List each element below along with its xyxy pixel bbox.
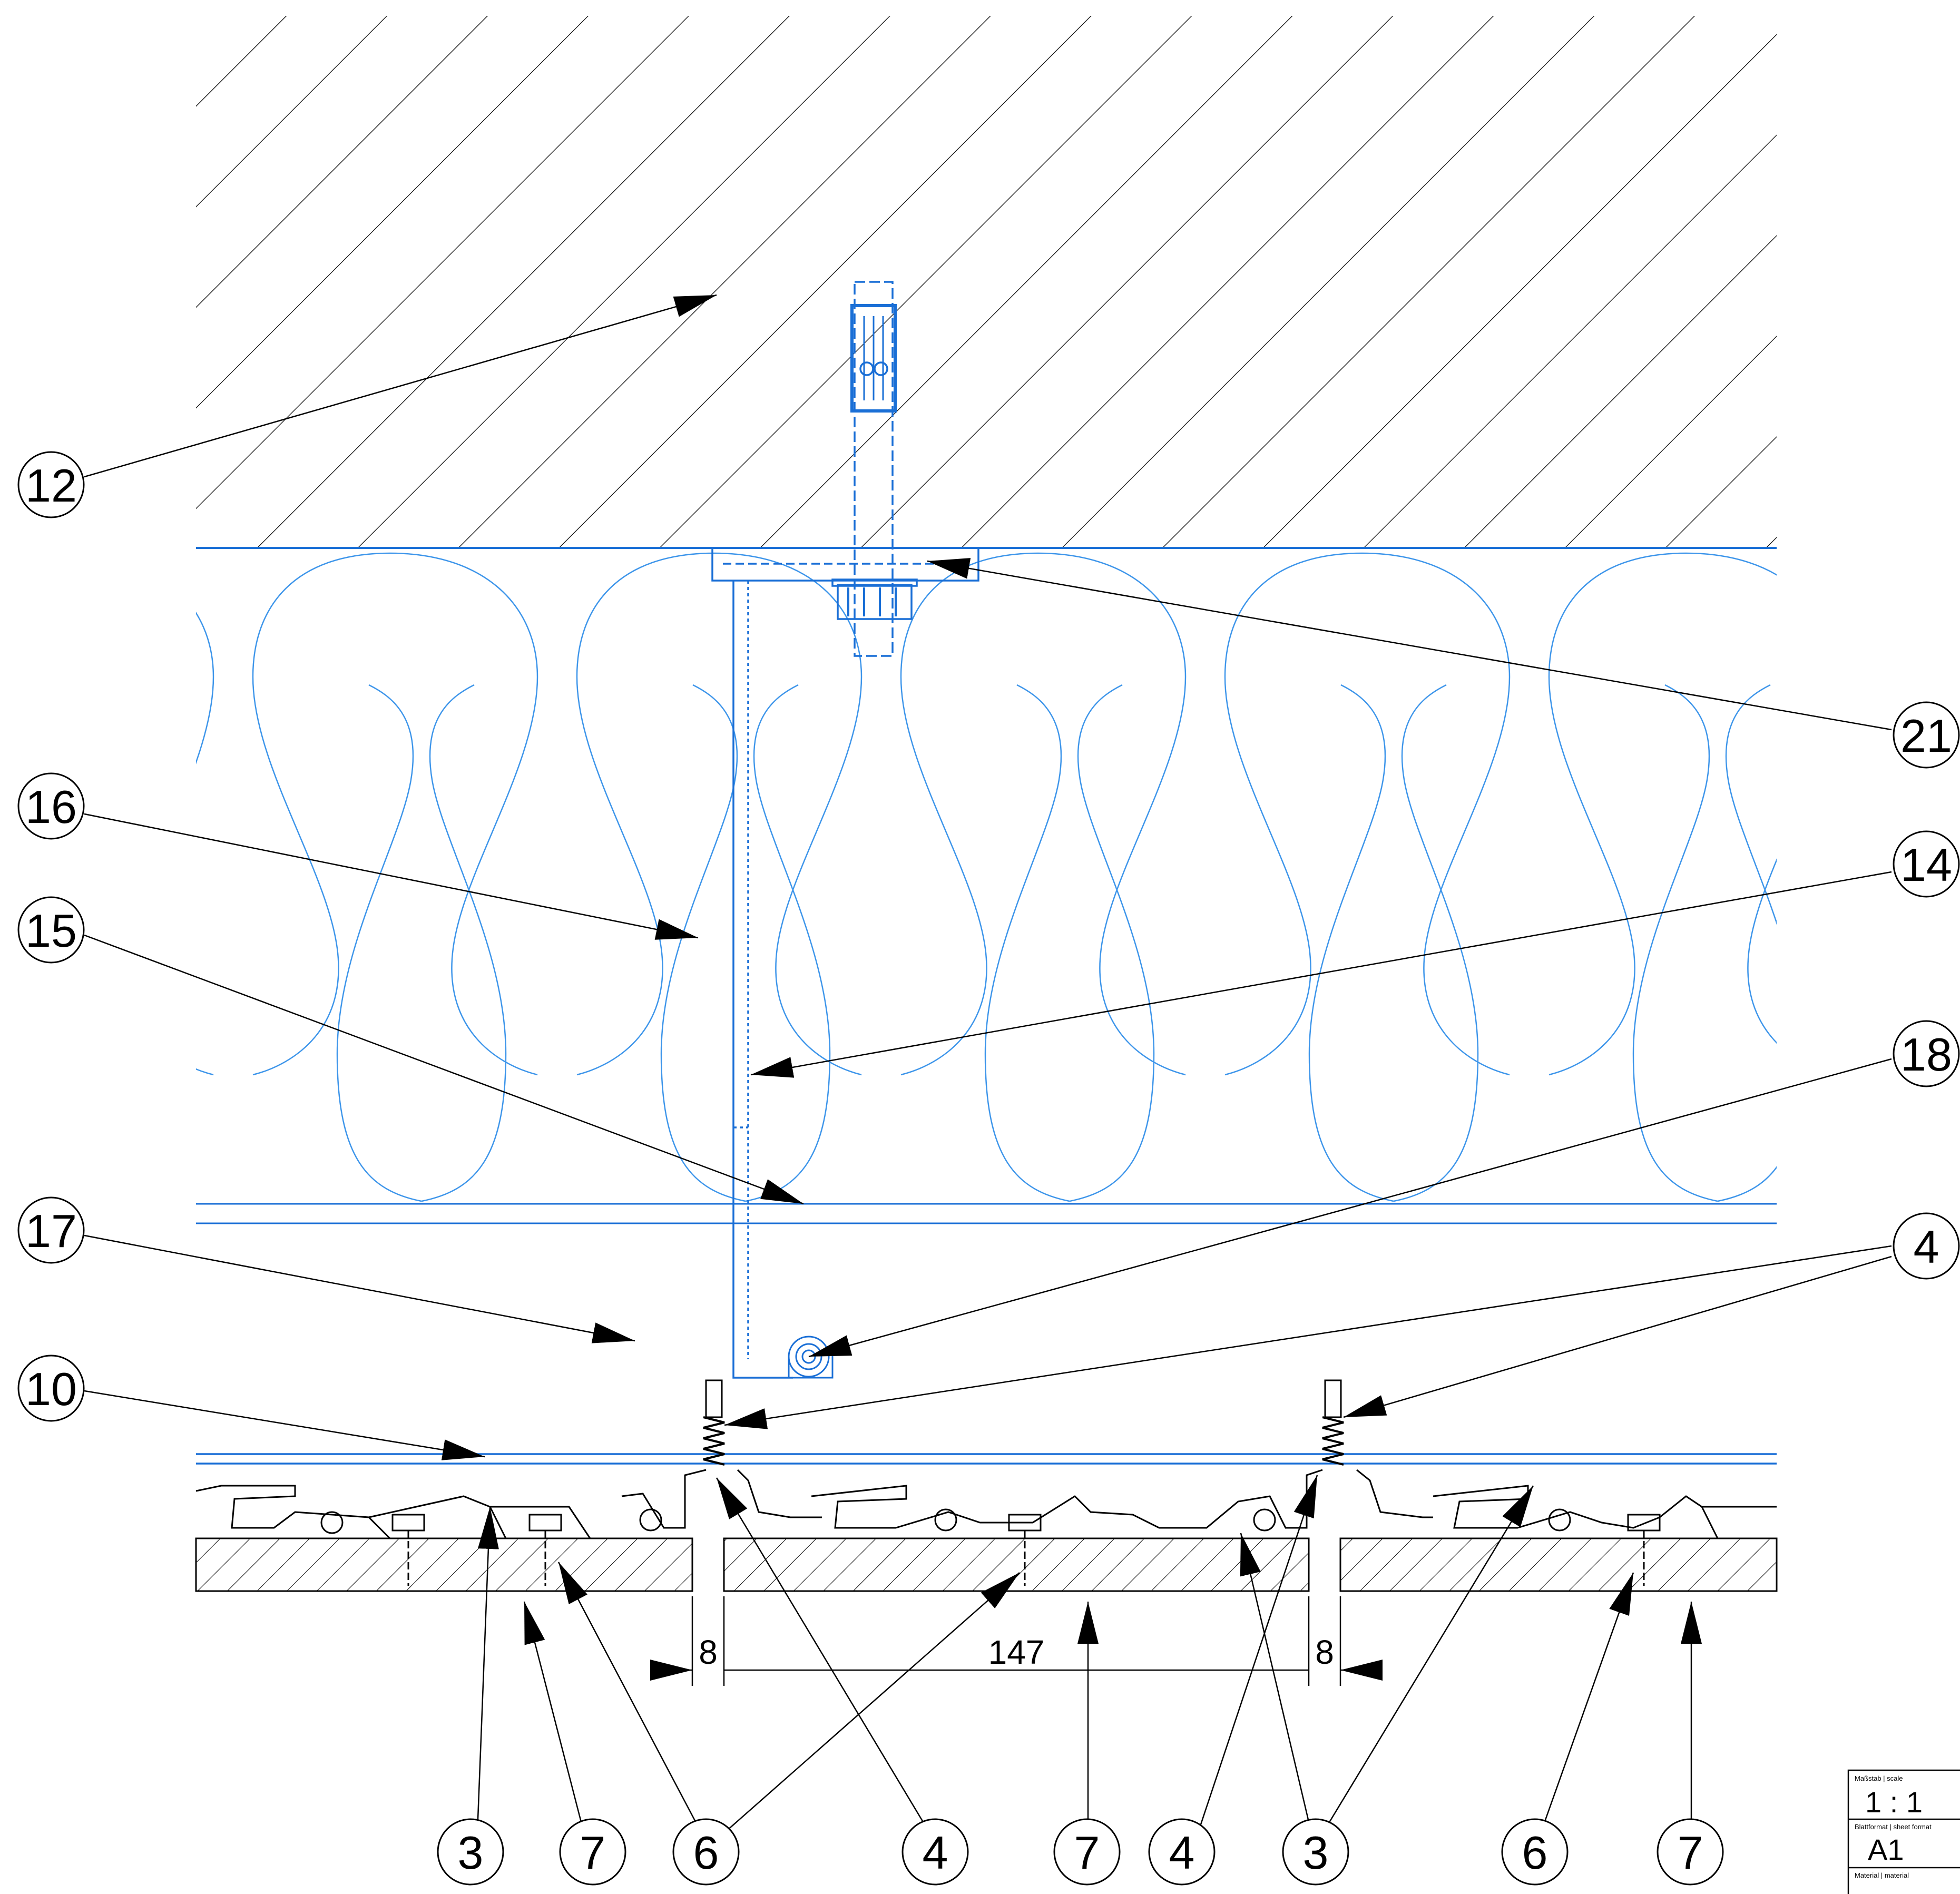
callout-bottom-6b: 6 xyxy=(1501,1818,1569,1886)
callout-bottom-7a-label: 7 xyxy=(580,1827,606,1879)
callout-bottom-7c-label: 7 xyxy=(1678,1827,1703,1879)
callout-14-label: 14 xyxy=(1900,839,1952,891)
callout-bottom-7c: 7 xyxy=(1657,1818,1724,1886)
panel-profiles xyxy=(195,1469,1777,1586)
callout-bottom-7a: 7 xyxy=(559,1818,626,1886)
callout-bottom-6a: 6 xyxy=(672,1818,740,1886)
callout-bottom-4b-label: 4 xyxy=(1169,1827,1195,1879)
callout-17: 17 xyxy=(17,1196,85,1264)
callout-bottom-7b-label: 7 xyxy=(1074,1827,1100,1879)
wall-bracket xyxy=(711,547,979,1379)
cladding-panels xyxy=(195,1537,1778,1592)
anchor-bolt xyxy=(831,281,918,657)
leader-lines xyxy=(84,294,1892,1847)
rail-clip xyxy=(788,1336,834,1379)
callout-17-label: 17 xyxy=(25,1205,77,1257)
scale-label: Maßstab | scale xyxy=(1855,1774,1903,1782)
callout-21-label: 21 xyxy=(1900,710,1952,762)
material-label: Material | material xyxy=(1855,1871,1909,1879)
callout-4-right-label: 4 xyxy=(1914,1221,1939,1273)
scale-value: 1 : 1 xyxy=(1865,1785,1923,1819)
callout-15: 15 xyxy=(17,896,85,964)
screw-left xyxy=(703,1379,725,1466)
callout-bottom-6b-label: 6 xyxy=(1522,1827,1548,1879)
callout-bottom-3a: 3 xyxy=(437,1818,504,1886)
callout-bottom-7b: 7 xyxy=(1053,1818,1121,1886)
callout-12: 12 xyxy=(17,451,85,518)
concrete-wall xyxy=(196,16,1777,549)
callout-12-label: 12 xyxy=(25,459,77,512)
title-block xyxy=(1847,1769,1960,1894)
callout-bottom-4b: 4 xyxy=(1148,1818,1216,1886)
support-rail xyxy=(196,1453,1777,1465)
dimension-lines xyxy=(650,1596,1383,1686)
screw-right xyxy=(1322,1379,1344,1466)
dimension-gap-left: 8 xyxy=(699,1633,718,1671)
callout-bottom-4a-label: 4 xyxy=(923,1827,948,1879)
callout-15-label: 15 xyxy=(25,905,77,957)
callout-21: 21 xyxy=(1893,701,1960,769)
callout-10: 10 xyxy=(17,1355,85,1422)
callout-10-label: 10 xyxy=(25,1363,77,1415)
dimension-gap-right: 8 xyxy=(1315,1633,1334,1671)
format-value: A1 xyxy=(1868,1833,1904,1866)
callout-16-label: 16 xyxy=(25,781,77,833)
callout-bottom-3a-label: 3 xyxy=(458,1827,484,1879)
callout-bottom-6a-label: 6 xyxy=(693,1827,719,1879)
insulation-facing xyxy=(196,1203,1777,1224)
format-label: Blattformat | sheet format xyxy=(1855,1823,1932,1831)
callout-18-label: 18 xyxy=(1900,1028,1952,1081)
dimension-module: 147 xyxy=(988,1633,1045,1671)
insulation-layer xyxy=(196,552,1777,1202)
callout-bottom-3b: 3 xyxy=(1282,1818,1349,1886)
callout-16: 16 xyxy=(17,772,85,840)
callout-4-right: 4 xyxy=(1893,1212,1960,1280)
callout-bottom-4a: 4 xyxy=(901,1818,969,1886)
callout-bottom-3b-label: 3 xyxy=(1303,1827,1329,1879)
callout-18: 18 xyxy=(1893,1020,1960,1087)
callout-14: 14 xyxy=(1893,830,1960,898)
